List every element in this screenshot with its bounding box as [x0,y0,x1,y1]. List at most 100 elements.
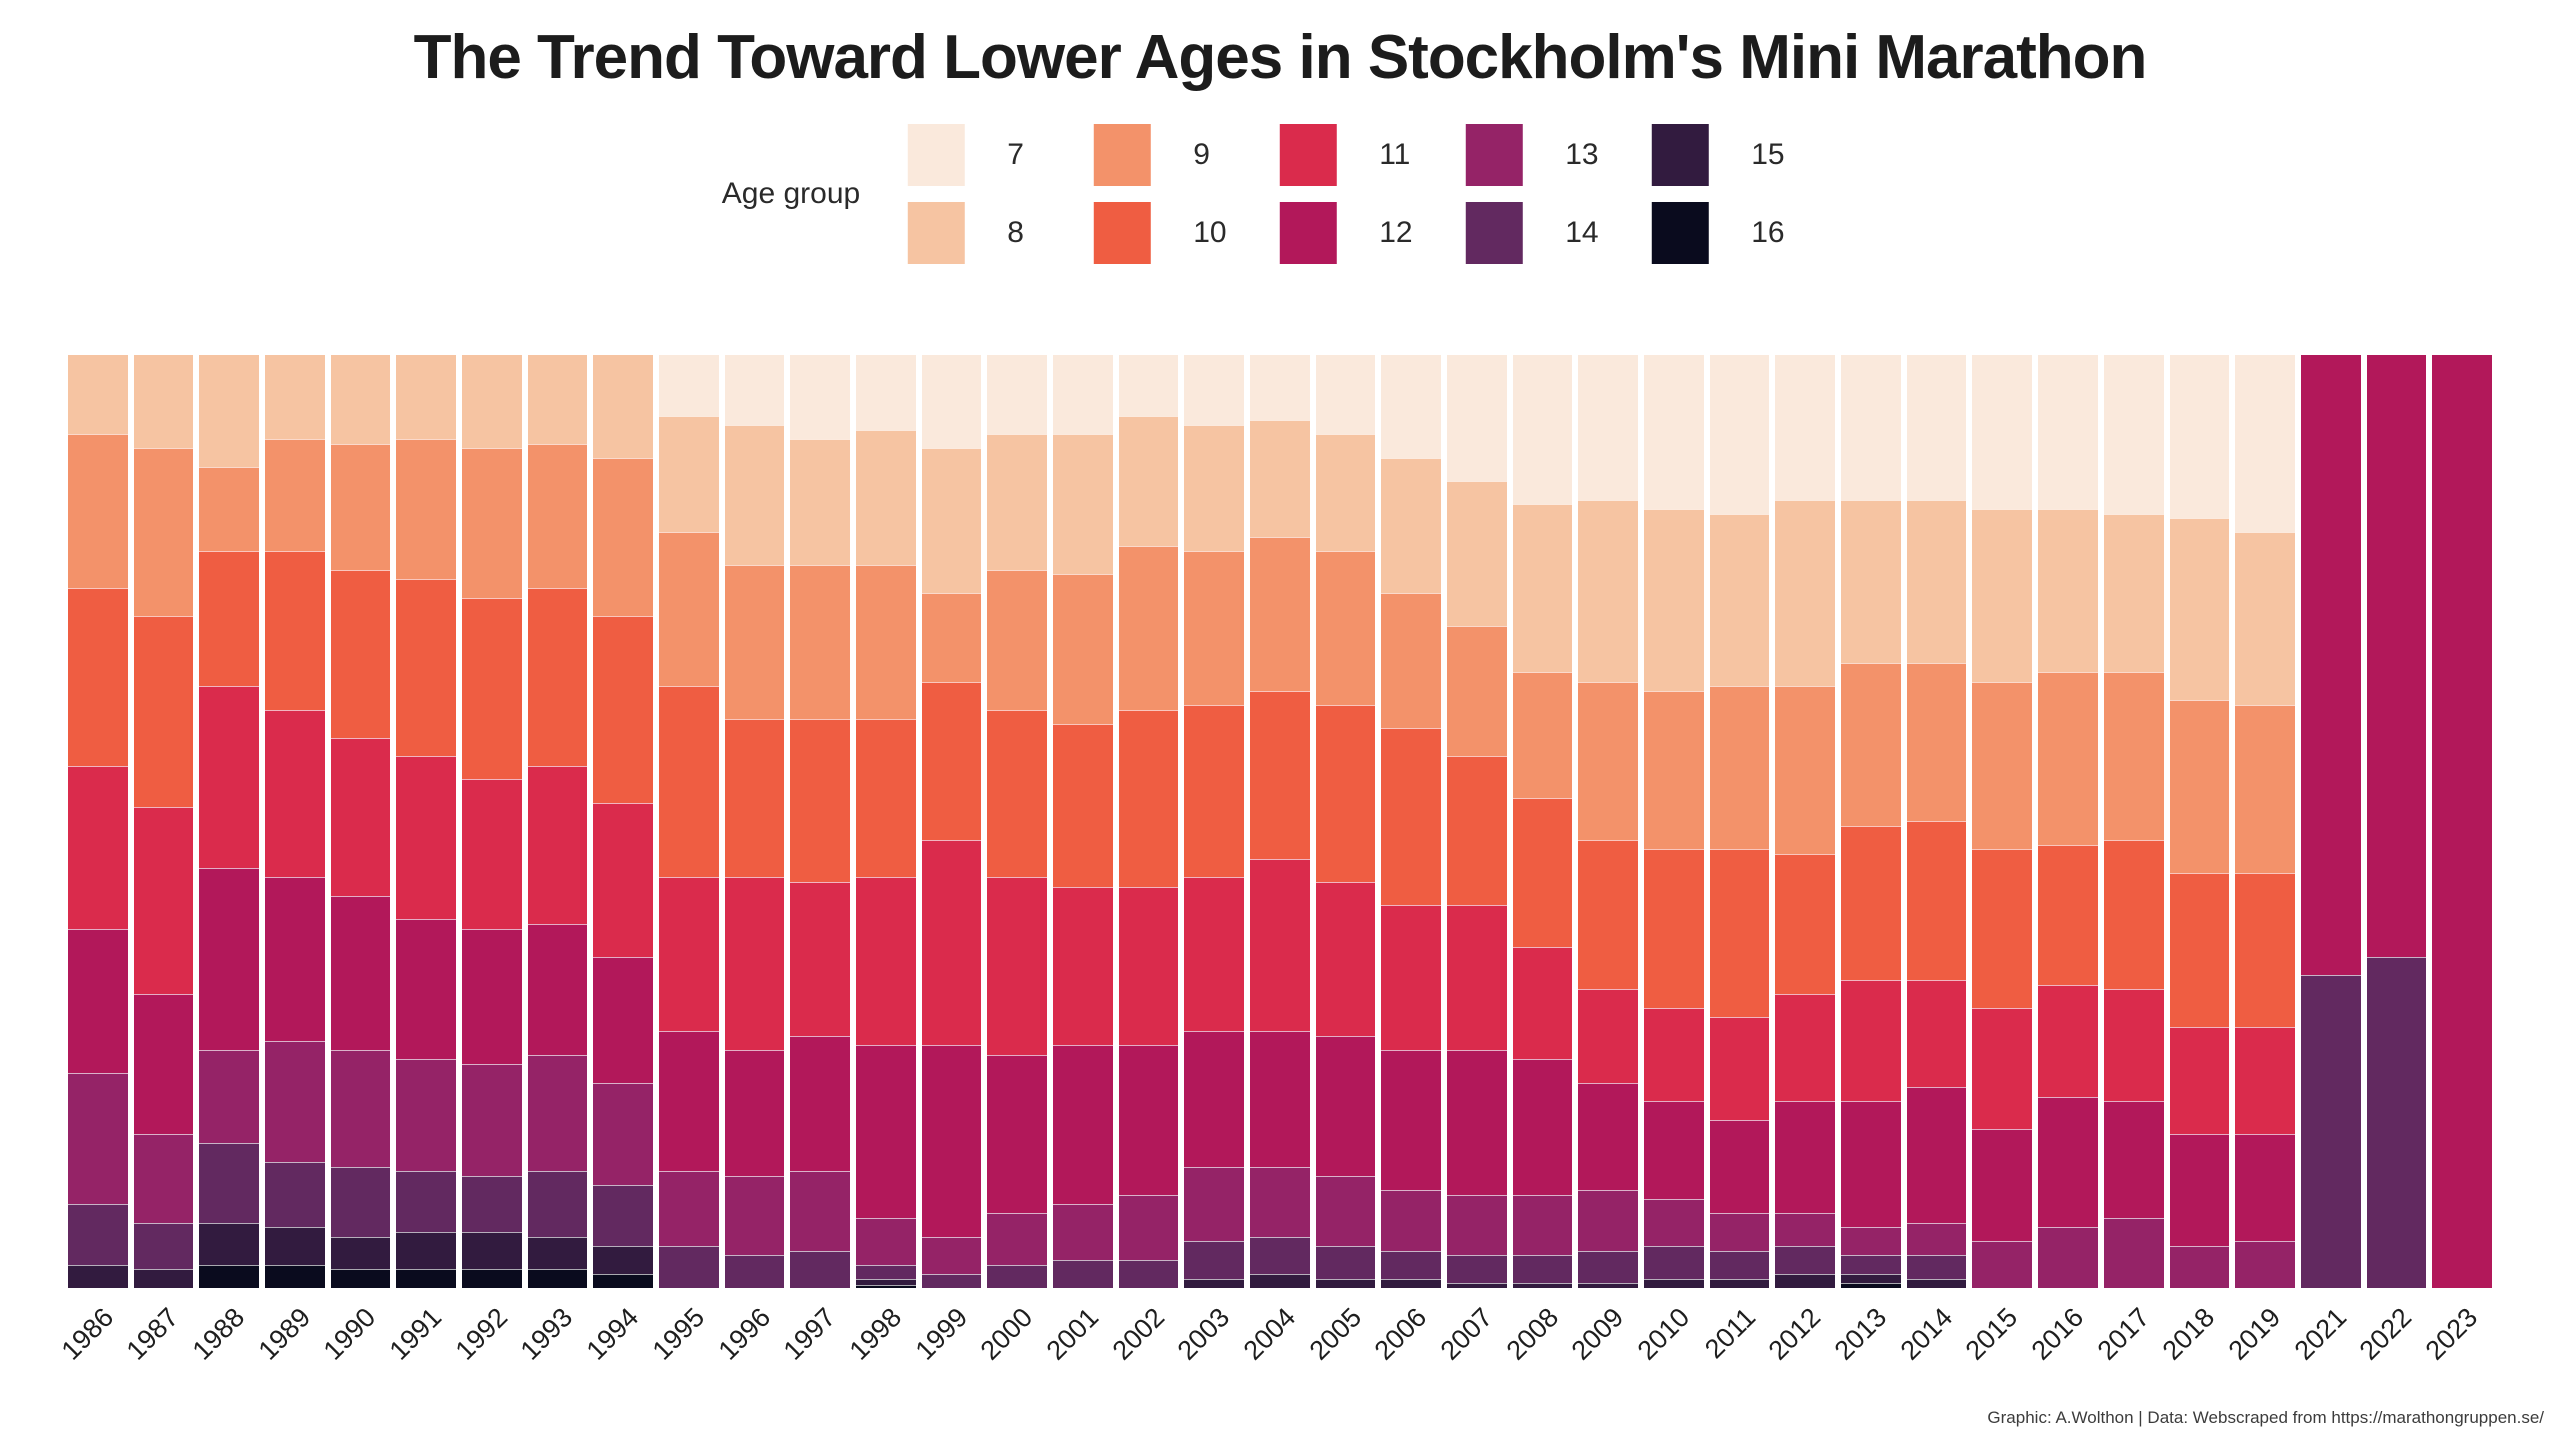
legend-swatch-7 [908,124,966,186]
bar-2005-age-7-segment [1315,355,1376,435]
x-tick-label: 2011 [1698,1302,1761,1365]
bar-1994 [593,355,654,1288]
bar-2017-age-10-segment [2103,840,2164,990]
bar-2021-age-14-segment [2300,975,2361,1288]
bar-2011-age-9-segment [1709,686,1770,850]
legend-label: 16 [1751,216,1785,249]
bar-2019-age-13-segment [2235,1241,2295,1288]
bar-1988-age-16-segment [199,1264,260,1288]
bar-2013-age-13-segment [1841,1227,1901,1256]
bar-1988-age-15-segment [199,1222,260,1265]
legend-item-14: 14 [1466,202,1652,264]
bar-2008-age-12-segment [1512,1059,1573,1195]
bar-2002-age-11-segment [1118,886,1179,1046]
bar-2005 [1315,355,1376,1288]
legend-swatch-10 [1094,202,1152,264]
bar-1999-age-13-segment [921,1236,982,1274]
bar-2016-age-11-segment [2038,984,2098,1097]
bar-1996-age-11-segment [724,877,785,1051]
bar-1997 [790,355,851,1288]
bar-1999-age-9-segment [921,592,982,682]
bar-1987-age-14-segment [133,1222,194,1270]
bar-1986 [68,355,128,1288]
bar-1986-age-8-segment [68,355,128,435]
bar-2005-age-8-segment [1315,434,1376,551]
bar-1993-age-8-segment [527,355,588,444]
bar-2022 [2366,355,2427,1288]
x-tick-label: 1999 [909,1302,973,1366]
bar-1992-age-14-segment [462,1175,522,1232]
bar-1991-age-14-segment [396,1171,457,1232]
bar-2014 [1906,355,1967,1288]
stacked-bar-plot [68,355,2492,1288]
bar-1988-age-12-segment [199,868,260,1051]
bar-2014-age-13-segment [1906,1222,1967,1256]
bar-1992-age-9-segment [462,448,522,598]
x-tick-label: 2018 [2156,1302,2221,1366]
bar-1999-age-8-segment [921,448,982,593]
bar-1987-age-13-segment [133,1134,194,1223]
bar-2018 [2169,355,2230,1288]
bar-1994-age-8-segment [593,355,654,458]
bar-2009-age-11-segment [1578,989,1639,1083]
bar-2009-age-14-segment [1578,1250,1639,1284]
bar-2003-age-10-segment [1184,704,1245,878]
bar-1986-age-11-segment [68,765,128,929]
bar-1990-age-10-segment [330,569,391,738]
bar-2001-age-7-segment [1053,355,1113,435]
bar-1986-age-14-segment [68,1203,128,1265]
bar-1992-age-8-segment [462,355,522,449]
bar-1990-age-15-segment [330,1236,391,1270]
bar-2005-age-10-segment [1315,704,1376,883]
bar-1999-age-11-segment [921,840,982,1046]
bar-1987-age-10-segment [133,616,194,808]
bar-2011-age-15-segment [1709,1278,1770,1288]
bar-2004-age-11-segment [1250,858,1310,1032]
bar-1992-age-13-segment [462,1064,522,1176]
bar-1988-age-9-segment [199,466,260,551]
bar-2019-age-8-segment [2235,532,2295,705]
bar-2006-age-13-segment [1381,1190,1442,1251]
x-tick-label: 1989 [252,1302,317,1366]
bar-2016-age-9-segment [2038,672,2098,845]
bar-2012 [1775,355,1836,1288]
bar-1990-age-16-segment [330,1269,391,1288]
credit-text: Graphic: A.Wolthon | Data: Webscraped fr… [1987,1408,2544,1427]
x-tick-label: 1994 [580,1302,645,1366]
bar-1995-age-10-segment [659,686,719,878]
bar-1990-age-13-segment [330,1050,391,1167]
bar-1996 [724,355,785,1288]
bar-2014-age-14-segment [1906,1255,1967,1279]
bar-2003-age-8-segment [1184,424,1245,551]
bar-2007-age-9-segment [1447,625,1507,757]
bar-1994-age-11-segment [593,802,654,957]
bar-2004 [1250,355,1310,1288]
bar-2006 [1381,355,1442,1288]
bar-2010-age-13-segment [1644,1199,1704,1246]
bar-2015 [1972,355,2033,1288]
bar-1990-age-12-segment [330,896,391,1051]
bar-2006-age-10-segment [1381,728,1442,906]
bar-2006-age-7-segment [1381,355,1442,458]
bar-2015-age-7-segment [1972,355,2033,509]
bar-1998-age-16-segment [856,1285,916,1288]
bar-1990-age-9-segment [330,443,391,570]
legend-item-8: 8 [908,202,1094,264]
bar-1996-age-7-segment [724,355,785,425]
bar-2016-age-13-segment [2038,1227,2098,1288]
bar-2008-age-11-segment [1512,947,1573,1060]
bar-2002-age-13-segment [1118,1194,1179,1260]
bar-2015-age-11-segment [1972,1008,2033,1130]
bar-2010-age-9-segment [1644,690,1704,850]
bar-2019-age-12-segment [2235,1134,2295,1242]
x-tick-label: 2014 [1894,1302,1958,1366]
bar-1989-age-10-segment [265,550,325,710]
bar-2013-age-11-segment [1841,980,1901,1102]
bar-1997-age-13-segment [790,1171,851,1251]
bar-2014-age-12-segment [1906,1087,1967,1223]
bar-2010-age-7-segment [1644,355,1704,509]
legend-swatch-16 [1652,202,1710,264]
bar-1989-age-13-segment [265,1040,325,1163]
x-tick-label: 2006 [1368,1302,1433,1366]
bar-2014-age-10-segment [1906,821,1967,981]
